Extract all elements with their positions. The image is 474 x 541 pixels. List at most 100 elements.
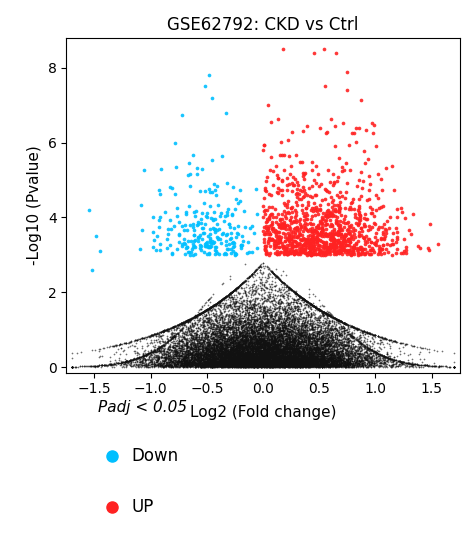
Point [279,303,286,312]
Point [163,353,170,362]
Point [246,354,254,363]
Point [284,324,292,332]
Point [186,353,193,361]
Point [291,349,299,358]
Point [230,342,238,351]
Point [221,350,228,359]
Point [239,329,247,338]
Point [315,344,323,353]
Point [318,357,325,366]
Point [345,349,352,358]
Point [293,299,301,307]
Point [234,351,242,359]
Point [343,85,351,94]
Point [225,351,233,359]
Point [322,339,329,347]
Point [326,346,334,355]
Point [289,345,296,354]
Point [200,362,207,371]
Point [285,283,292,292]
Point [450,362,458,371]
Point [259,357,267,365]
Point [211,324,219,332]
Point [311,354,319,362]
Point [230,286,237,295]
Point [121,358,128,366]
Point [285,315,292,324]
Point [257,357,264,366]
Point [267,153,275,161]
Point [159,327,167,335]
Point [221,293,229,301]
Point [175,355,182,364]
Point [248,357,256,365]
Point [222,362,229,371]
Point [199,353,207,362]
Point [211,359,219,368]
Point [257,269,265,278]
Point [293,336,301,345]
Point [254,359,261,367]
Point [332,248,340,256]
Point [279,347,287,356]
Point [212,347,219,356]
Point [323,348,330,357]
Point [224,300,232,309]
Point [256,313,264,322]
Point [349,223,356,232]
Point [246,329,254,338]
Point [274,352,282,361]
Point [222,357,230,365]
Point [287,358,294,366]
Point [301,326,309,335]
Point [220,308,228,316]
Point [285,349,293,358]
Point [217,361,224,370]
Point [368,353,375,362]
Point [188,331,196,340]
Point [329,359,337,367]
Point [215,348,223,357]
Point [312,340,320,348]
Point [248,340,255,349]
Point [247,289,255,298]
Point [236,362,243,371]
Point [250,359,258,368]
Point [271,359,278,367]
Point [308,357,315,366]
Point [295,231,303,240]
Point [239,331,246,339]
Point [330,360,337,369]
Point [273,347,281,355]
Point [281,316,289,325]
Point [249,334,257,343]
Point [283,354,291,362]
Point [261,361,268,370]
Point [239,336,247,345]
Point [283,203,291,212]
Point [312,356,320,365]
Point [280,349,287,358]
Point [351,324,358,332]
Point [267,337,275,346]
Point [220,362,228,371]
Point [335,342,343,351]
Point [203,249,211,258]
Point [337,356,345,365]
Point [241,222,249,231]
Point [248,335,255,344]
Point [298,302,305,311]
Point [342,345,350,354]
Point [107,360,115,368]
Point [262,362,269,371]
Point [287,353,295,361]
Point [295,361,303,370]
Point [235,349,243,358]
Point [215,329,222,338]
Point [245,313,252,321]
Point [164,339,172,347]
Point [255,361,263,370]
Point [150,355,157,364]
Point [370,338,378,346]
Point [328,341,335,349]
